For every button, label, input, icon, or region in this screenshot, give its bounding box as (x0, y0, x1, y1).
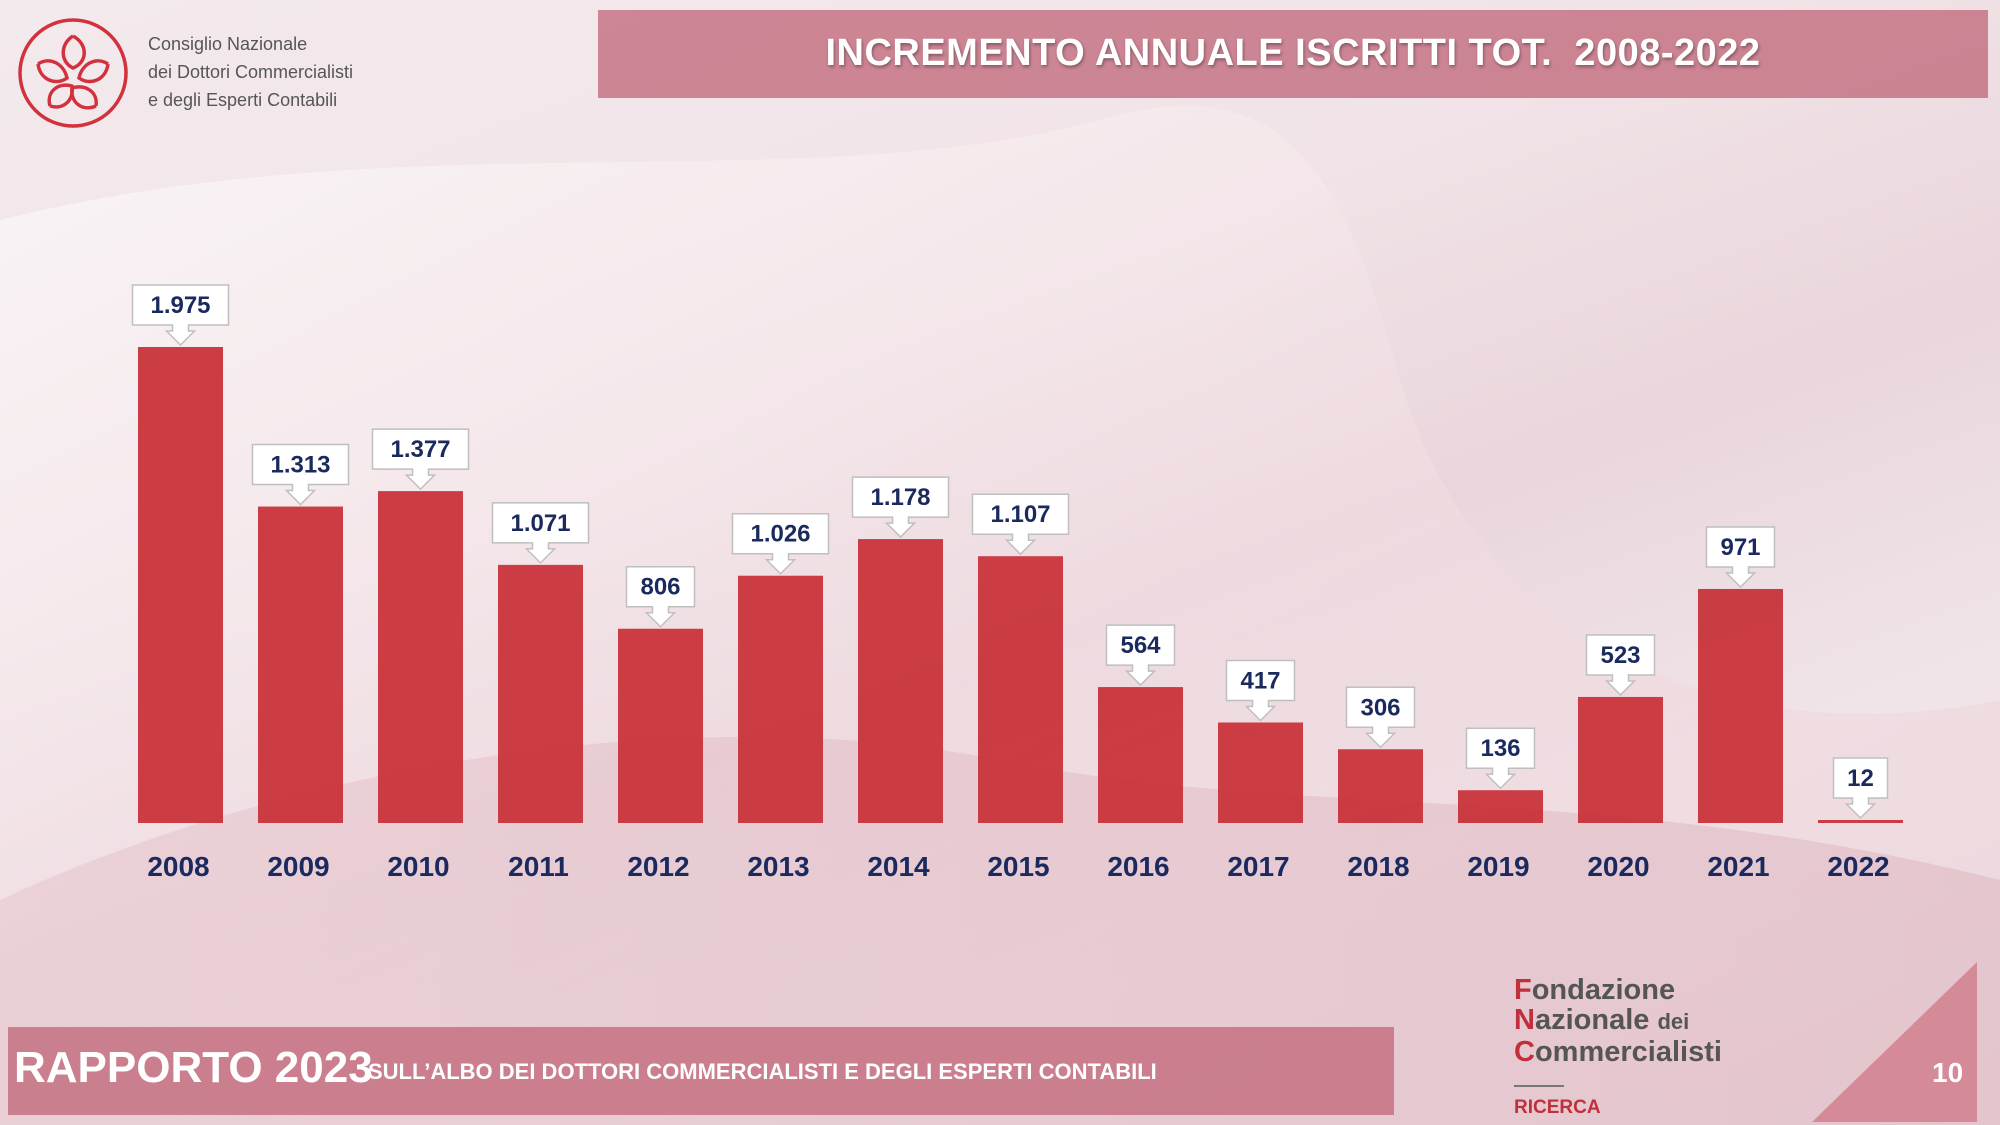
category-label-2011: 2011 (508, 851, 569, 882)
category-label-2017: 2017 (1227, 851, 1289, 882)
value-label-2017: 417 (1240, 667, 1280, 694)
value-label-2010: 1.377 (390, 436, 450, 463)
category-label-2010: 2010 (387, 851, 449, 882)
page-title: INCREMENTO ANNUALE ISCRITTI TOT. 2008-20… (825, 32, 1761, 74)
fnc-divider (1514, 1085, 1564, 1087)
value-callout-2010: 1.377 (371, 428, 470, 491)
cndcec-logo: Consiglio Nazionale dei Dottori Commerci… (16, 16, 396, 136)
title-banner: INCREMENTO ANNUALE ISCRITTI TOT. 2008-20… (598, 10, 1988, 98)
org-line-1: Consiglio Nazionale (148, 34, 308, 54)
value-callout-2011: 1.071 (491, 502, 590, 564)
value-label-2011: 1.071 (510, 510, 570, 537)
category-label-2008: 2008 (147, 851, 209, 882)
bar-2014 (858, 539, 943, 823)
fnc-ricerca: RICERCA (1514, 1097, 1601, 1118)
report-subtitle: SULL’ALBO DEI DOTTORI COMMERCIALISTI E D… (368, 1059, 1157, 1084)
bar-2022 (1818, 820, 1903, 823)
org-line-3: e degli Esperti Contabili (148, 90, 338, 110)
value-label-2008: 1.975 (150, 292, 210, 319)
category-label-2020: 2020 (1587, 851, 1649, 882)
value-callout-2016: 564 (1105, 624, 1176, 687)
value-label-2018: 306 (1360, 694, 1400, 721)
bar-2009 (258, 506, 343, 823)
corner-triangle (1812, 962, 1977, 1122)
category-label-2022: 2022 (1827, 851, 1889, 882)
value-label-2009: 1.313 (270, 452, 330, 479)
bar-2015 (978, 556, 1063, 823)
bar-2008 (138, 347, 223, 823)
bar-2016 (1098, 687, 1183, 823)
bar-2020 (1578, 696, 1663, 823)
value-label-2015: 1.107 (990, 501, 1050, 528)
value-label-2013: 1.026 (750, 521, 810, 548)
value-callout-2018: 306 (1345, 686, 1416, 749)
bar-2018 (1338, 749, 1423, 823)
value-label-2014: 1.178 (870, 484, 930, 511)
value-label-2016: 564 (1120, 632, 1161, 659)
value-callout-2014: 1.178 (851, 476, 950, 539)
footer-banner: RAPPORTO 2023 SULL’ALBO DEI DOTTORI COMM… (8, 1027, 1394, 1115)
org-line-2: dei Dottori Commercialisti (148, 62, 354, 82)
value-label-2022: 12 (1847, 765, 1874, 792)
value-label-2021: 971 (1720, 534, 1760, 561)
value-callout-2017: 417 (1225, 659, 1296, 722)
bar-2019 (1458, 790, 1543, 823)
value-callout-2021: 971 (1705, 526, 1776, 589)
category-label-2013: 2013 (747, 851, 809, 882)
value-callout-2008: 1.975 (131, 284, 230, 347)
value-label-2019: 136 (1480, 735, 1520, 762)
bar-2011 (498, 564, 583, 823)
category-label-2018: 2018 (1347, 851, 1409, 882)
category-label-2016: 2016 (1107, 851, 1169, 882)
bar-2017 (1218, 722, 1303, 823)
category-label-2009: 2009 (267, 851, 329, 882)
category-label-2021: 2021 (1707, 851, 1769, 882)
value-callout-2020: 523 (1585, 634, 1656, 697)
page-number: 10 (1932, 1057, 1964, 1088)
fnc-line-3: Commercialisti (1514, 1036, 1722, 1068)
category-label-2015: 2015 (987, 851, 1049, 882)
fnc-logo: Fondazione Nazionale dei Commercialisti … (1514, 975, 1774, 1119)
fnc-line-1: Fondazione (1514, 974, 1676, 1006)
category-label-2012: 2012 (627, 851, 689, 882)
bar-2012 (618, 628, 703, 823)
category-label-2019: 2019 (1467, 851, 1529, 882)
value-callout-2012: 806 (625, 565, 696, 628)
bar-2013 (738, 575, 823, 823)
value-label-2012: 806 (640, 574, 680, 601)
value-callout-2009: 1.313 (251, 443, 350, 506)
value-label-2020: 523 (1600, 642, 1640, 669)
value-callout-2013: 1.026 (731, 512, 830, 575)
fnc-line-2: Nazionale dei (1514, 1004, 1690, 1036)
category-label-2014: 2014 (867, 851, 930, 882)
value-callout-2022: 12 (1832, 757, 1889, 820)
report-title: RAPPORTO 2023 (14, 1043, 373, 1092)
value-callout-2019: 136 (1465, 727, 1536, 790)
value-callout-2015: 1.107 (971, 493, 1070, 556)
bar-2021 (1698, 588, 1783, 823)
cndcec-emblem-icon (18, 18, 128, 128)
bar-2010 (378, 491, 463, 823)
